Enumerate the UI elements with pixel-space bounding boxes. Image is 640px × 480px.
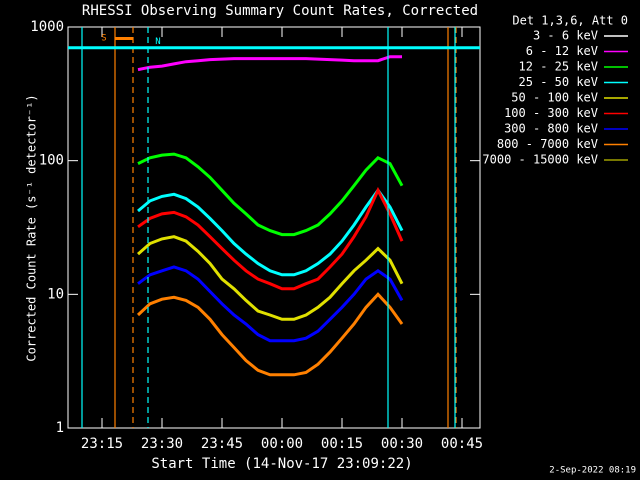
series-line bbox=[137, 186, 404, 291]
y-axis-label: Corrected Count Rate (s⁻¹ detector⁻¹) bbox=[25, 94, 39, 361]
legend-label: 50 - 100 keV bbox=[511, 91, 598, 105]
y-tick-label: 10 bbox=[47, 286, 64, 302]
x-tick-label: 00:00 bbox=[261, 436, 303, 452]
series-line bbox=[137, 54, 403, 64]
legend-label: 100 - 300 keV bbox=[504, 106, 598, 120]
legend-label: 25 - 50 keV bbox=[519, 75, 598, 89]
legend-title: Det 1,3,6, Att 0 bbox=[512, 14, 628, 28]
x-tick-label: 23:30 bbox=[141, 436, 183, 452]
series-line bbox=[137, 55, 402, 72]
footer: 2-Sep-2022 08:19 bbox=[549, 466, 636, 476]
series-line bbox=[137, 187, 404, 277]
x-tick-label: 23:45 bbox=[201, 436, 243, 452]
legend-label: 300 - 800 keV bbox=[504, 122, 598, 136]
legend-label: 6 - 12 keV bbox=[526, 44, 598, 58]
x-tick-label: 00:30 bbox=[381, 436, 423, 452]
y-tick-label: 1000 bbox=[30, 19, 64, 35]
legend-label: 7000 - 15000 keV bbox=[482, 153, 598, 167]
legend-label: 3 - 6 keV bbox=[533, 29, 598, 43]
annotation: N bbox=[155, 37, 160, 47]
y-tick-label: 100 bbox=[39, 153, 64, 169]
series-line bbox=[137, 152, 404, 237]
y-tick-label: 1 bbox=[56, 420, 64, 436]
plot-frame bbox=[67, 26, 481, 429]
series-line bbox=[137, 265, 404, 343]
x-tick-label: 23:15 bbox=[81, 436, 123, 452]
series-line bbox=[137, 235, 404, 321]
x-axis-label: Start Time (14-Nov-17 23:09:22) bbox=[151, 456, 412, 472]
legend-label: 800 - 7000 keV bbox=[497, 137, 598, 151]
series-line bbox=[136, 292, 404, 377]
legend-label: 12 - 25 keV bbox=[519, 60, 598, 74]
annotation: S bbox=[101, 33, 106, 43]
chart-title: RHESSI Observing Summary Count Rates, Co… bbox=[82, 3, 478, 19]
x-tick-label: 00:15 bbox=[321, 436, 363, 452]
x-tick-label: 00:45 bbox=[441, 436, 483, 452]
